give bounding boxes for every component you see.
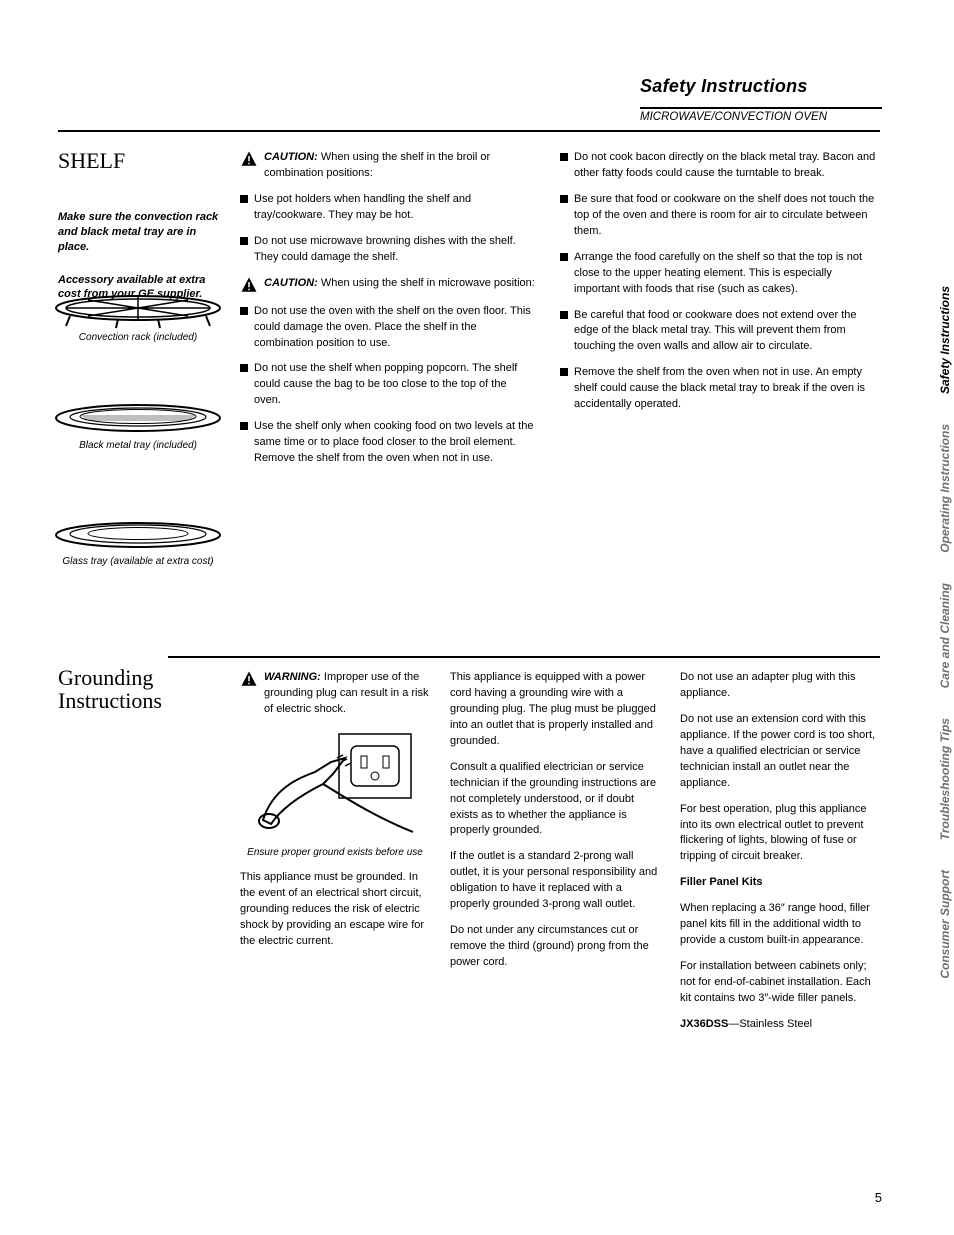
bullet-icon [560, 253, 568, 261]
plug-icon [253, 728, 418, 838]
bullet-text: Do not cook bacon directly on the black … [574, 150, 880, 182]
bullet: Be careful that food or cookware does no… [560, 308, 880, 356]
section1-title: SHELF [58, 148, 125, 174]
bullet: Do not cook bacon directly on the black … [560, 150, 880, 182]
bullet-icon [560, 153, 568, 161]
bullet: Remove the shelf from the oven when not … [560, 365, 880, 413]
section1-rule [58, 130, 880, 132]
header-title: Safety Instructions [640, 76, 882, 97]
bullet-text: Remove the shelf from the oven when not … [574, 365, 880, 413]
bullet-icon [560, 195, 568, 203]
metal-tray-icon [48, 400, 228, 438]
kit-code: JX36DSS [680, 1018, 728, 1030]
section2-rule [168, 656, 880, 658]
bullet-icon [240, 307, 248, 315]
section2-colC: Do not use an adapter plug with this app… [680, 670, 880, 1043]
bullet-icon [240, 195, 248, 203]
bullet-text: Be careful that food or cookware does no… [574, 308, 880, 356]
section1-colB: Do not cook bacon directly on the black … [560, 150, 880, 423]
bullet-icon [560, 368, 568, 376]
section1-colA: CAUTION: When using the shelf in the bro… [240, 150, 535, 477]
filler-heading: Filler Panel Kits [680, 875, 880, 891]
bullet-text: Be sure that food or cookware on the she… [574, 192, 880, 240]
intro-text: Make sure the convection rack and black … [58, 210, 228, 255]
filler-body: When replacing a 36″ range hood, filler … [680, 901, 880, 949]
header-rule [640, 107, 882, 109]
page: Safety Instructions Operating Instructio… [0, 0, 954, 1235]
bullet: Do not use the shelf when popping popcor… [240, 361, 535, 409]
metal-tray-caption: Black metal tray (included) [48, 440, 228, 451]
caution1-label: CAUTION: [264, 151, 318, 163]
warning-icon [240, 670, 258, 688]
caution2: CAUTION: When using the shelf in microwa… [240, 276, 535, 294]
bullet-icon [560, 311, 568, 319]
warning-label: WARNING: [264, 671, 321, 683]
glass-tray-icon [48, 518, 228, 554]
bullet-text: Do not use the oven with the shelf on th… [254, 304, 535, 352]
rack-icon [48, 288, 228, 330]
bullet: Arrange the food carefully on the shelf … [560, 250, 880, 298]
caution2-label: CAUTION: [264, 277, 318, 289]
warning-icon [240, 276, 258, 294]
p: Consult a qualified electrician or servi… [450, 760, 660, 840]
bullet-icon [240, 364, 248, 372]
tab-care[interactable]: Care and Cleaning [936, 577, 954, 694]
p: Do not use an adapter plug with this app… [680, 670, 880, 702]
bullet: Be sure that food or cookware on the she… [560, 192, 880, 240]
filler-note: For installation between cabinets only; … [680, 959, 880, 1007]
kit-finish: —Stainless Steel [728, 1018, 812, 1030]
bullet: Use pot holders when handling the shelf … [240, 192, 535, 224]
header-subtitle: MICROWAVE/CONVECTION OVEN [640, 111, 882, 123]
kit-row: JX36DSS—Stainless Steel [680, 1017, 880, 1033]
bullet: Do not use the oven with the shelf on th… [240, 304, 535, 352]
bullet-text: Arrange the food carefully on the shelf … [574, 250, 880, 298]
p: For best operation, plug this appliance … [680, 802, 880, 866]
illus-glass-tray: Glass tray (available at extra cost) [48, 518, 228, 567]
p: If the outlet is a standard 2-prong wall… [450, 849, 660, 913]
tab-operating[interactable]: Operating Instructions [936, 418, 954, 559]
bullet: Use the shelf only when cooking food on … [240, 419, 535, 467]
section2-title: Grounding Instructions [58, 666, 218, 712]
p: Do not under any circumstances cut or re… [450, 923, 660, 971]
illus-rack: Convection rack (included) [48, 288, 228, 343]
warning: WARNING: Improper use of the grounding p… [240, 670, 430, 718]
bullet-text: Do not use the shelf when popping popcor… [254, 361, 535, 409]
caution1: CAUTION: When using the shelf in the bro… [240, 150, 535, 182]
tab-safety[interactable]: Safety Instructions [936, 280, 954, 400]
grounding-p1: This appliance must be grounded. In the … [240, 870, 430, 950]
sidebar-tabs: Safety Instructions Operating Instructio… [936, 280, 954, 985]
caution2-body: When using the shelf in microwave positi… [321, 277, 535, 289]
tab-troubleshooting[interactable]: Troubleshooting Tips [936, 712, 954, 846]
page-number: 5 [875, 1190, 882, 1205]
bullet-text: Do not use microwave browning dishes wit… [254, 234, 535, 266]
p: Do not use an extension cord with this a… [680, 712, 880, 792]
section2-colA: WARNING: Improper use of the grounding p… [240, 670, 430, 960]
section2-colB: This appliance is equipped with a power … [450, 670, 660, 981]
rack-caption: Convection rack (included) [48, 332, 228, 343]
plug-caption: Ensure proper ground exists before use [240, 846, 430, 861]
bullet-icon [240, 237, 248, 245]
glass-tray-caption: Glass tray (available at extra cost) [48, 556, 228, 567]
bullet-text: Use pot holders when handling the shelf … [254, 192, 535, 224]
warning-icon [240, 150, 258, 168]
illus-metal-tray: Black metal tray (included) [48, 400, 228, 451]
bullet-icon [240, 422, 248, 430]
header: Safety Instructions MICROWAVE/CONVECTION… [640, 76, 882, 123]
p: This appliance is equipped with a power … [450, 670, 660, 750]
tab-support[interactable]: Consumer Support [936, 864, 954, 985]
bullet: Do not use microwave browning dishes wit… [240, 234, 535, 266]
bullet-text: Use the shelf only when cooking food on … [254, 419, 535, 467]
